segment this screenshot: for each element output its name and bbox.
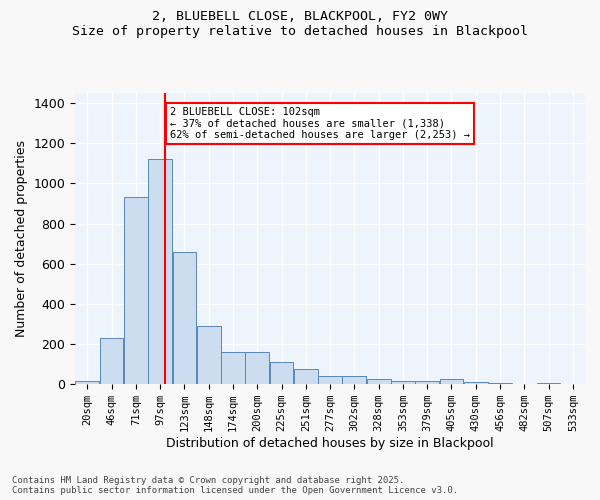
Text: 2, BLUEBELL CLOSE, BLACKPOOL, FY2 0WY
Size of property relative to detached hous: 2, BLUEBELL CLOSE, BLACKPOOL, FY2 0WY Si… xyxy=(72,10,528,38)
Bar xyxy=(440,379,463,384)
Bar xyxy=(488,383,512,384)
Bar xyxy=(148,160,172,384)
Bar xyxy=(124,198,148,384)
Bar xyxy=(536,382,560,384)
Bar xyxy=(173,252,196,384)
Bar xyxy=(464,382,488,384)
Bar xyxy=(245,352,269,384)
Bar xyxy=(367,379,391,384)
Text: Contains HM Land Registry data © Crown copyright and database right 2025.
Contai: Contains HM Land Registry data © Crown c… xyxy=(12,476,458,495)
Bar xyxy=(269,362,293,384)
Bar xyxy=(294,369,317,384)
Bar xyxy=(415,381,439,384)
Y-axis label: Number of detached properties: Number of detached properties xyxy=(15,140,28,337)
Text: 2 BLUEBELL CLOSE: 102sqm
← 37% of detached houses are smaller (1,338)
62% of sem: 2 BLUEBELL CLOSE: 102sqm ← 37% of detach… xyxy=(170,107,470,140)
Bar xyxy=(76,381,99,384)
Bar xyxy=(221,352,245,384)
Bar xyxy=(343,376,366,384)
X-axis label: Distribution of detached houses by size in Blackpool: Distribution of detached houses by size … xyxy=(166,437,494,450)
Bar xyxy=(197,326,221,384)
Bar xyxy=(391,380,415,384)
Bar xyxy=(100,338,124,384)
Bar xyxy=(318,376,342,384)
